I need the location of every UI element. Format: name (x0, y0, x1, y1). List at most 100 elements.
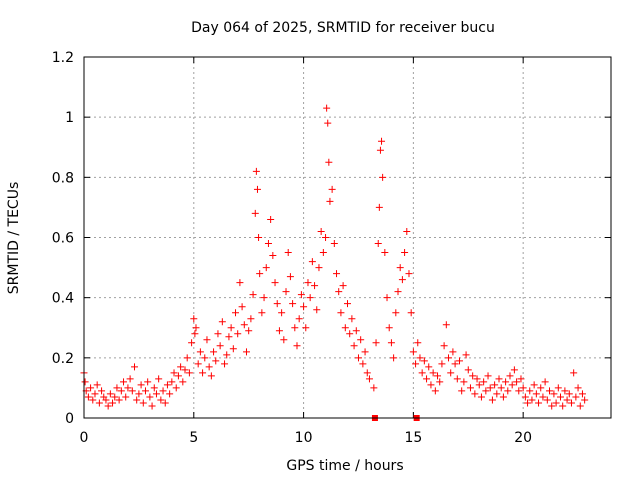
data-point (436, 378, 444, 386)
data-point (387, 339, 395, 347)
data-point (576, 402, 584, 410)
data-point (247, 315, 255, 323)
data-point (126, 375, 134, 383)
data-point (255, 234, 263, 241)
data-point (168, 378, 176, 386)
data-point (556, 393, 564, 401)
data-point (289, 300, 297, 308)
data-point (128, 387, 136, 395)
data-point (462, 351, 470, 359)
data-point (493, 390, 501, 398)
data-point (306, 294, 314, 302)
data-point (280, 336, 288, 344)
data-point (81, 378, 89, 386)
data-point (524, 399, 532, 407)
data-point (253, 185, 261, 193)
data-point (137, 381, 145, 389)
data-point (282, 288, 290, 296)
data-point (515, 387, 523, 395)
data-point (188, 339, 196, 347)
chart-title: Day 064 of 2025, SRMTID for receiver buc… (191, 20, 495, 36)
data-point (192, 324, 200, 332)
data-point (390, 354, 398, 362)
data-point (322, 234, 330, 241)
data-point (409, 348, 417, 356)
data-point (115, 396, 123, 404)
data-point (541, 378, 549, 386)
data-point (383, 294, 391, 302)
data-point (93, 381, 101, 389)
data-point (563, 396, 571, 404)
data-point (240, 321, 248, 329)
data-point (513, 378, 521, 386)
grid (84, 57, 611, 418)
data-point (293, 342, 301, 350)
data-point (359, 360, 367, 368)
data-point (218, 318, 226, 326)
data-point (297, 291, 305, 299)
x-tick-label: 10 (295, 430, 313, 446)
data-point (225, 333, 233, 341)
data-point (578, 390, 586, 398)
data-point (361, 348, 369, 356)
data-point (517, 375, 525, 383)
data-point (385, 324, 393, 332)
data-point (425, 363, 433, 371)
data-point (207, 372, 215, 380)
plot-frame (83, 56, 612, 419)
data-point (407, 309, 415, 317)
data-point (104, 402, 112, 410)
data-point (469, 372, 477, 380)
data-point (460, 378, 468, 386)
data-point (455, 357, 463, 365)
data-point (124, 384, 132, 392)
data-point (572, 393, 580, 401)
data-point (376, 146, 384, 154)
data-point (565, 390, 573, 398)
data-point (403, 227, 411, 235)
data-point (431, 387, 439, 395)
data-point (354, 354, 362, 362)
data-point (84, 393, 92, 401)
y-tick-label: 0.8 (52, 170, 74, 186)
data-point (229, 345, 237, 353)
data-point (311, 282, 319, 290)
data-point (581, 396, 589, 404)
data-point (344, 300, 351, 308)
data-point (291, 324, 299, 332)
data-point (148, 402, 156, 410)
data-point (210, 348, 218, 356)
data-point (238, 303, 246, 311)
data-point (102, 396, 110, 404)
data-point (249, 291, 257, 299)
data-point (113, 384, 121, 392)
y-tick-label: 1 (65, 110, 74, 126)
data-point (201, 354, 209, 362)
data-point (570, 369, 578, 377)
data-point (203, 336, 211, 344)
data-point (539, 393, 547, 401)
data-point (574, 384, 582, 392)
data-point (313, 306, 321, 314)
data-point (262, 264, 270, 272)
data-point (379, 173, 387, 181)
data-point (510, 366, 518, 374)
data-point (174, 372, 182, 380)
data-point (179, 378, 187, 386)
data-point (236, 279, 244, 287)
data-point (89, 396, 97, 404)
data-point (519, 384, 527, 392)
data-point (87, 384, 95, 392)
data-point (199, 369, 207, 377)
data-point (350, 342, 358, 350)
data-point (256, 270, 264, 278)
data-point (535, 399, 543, 407)
data-point (324, 119, 332, 127)
data-point (502, 378, 510, 386)
data-point (543, 396, 551, 404)
data-point (304, 279, 312, 287)
data-point (308, 258, 316, 266)
data-point (341, 324, 349, 332)
data-point (473, 375, 481, 383)
data-point (245, 327, 253, 335)
